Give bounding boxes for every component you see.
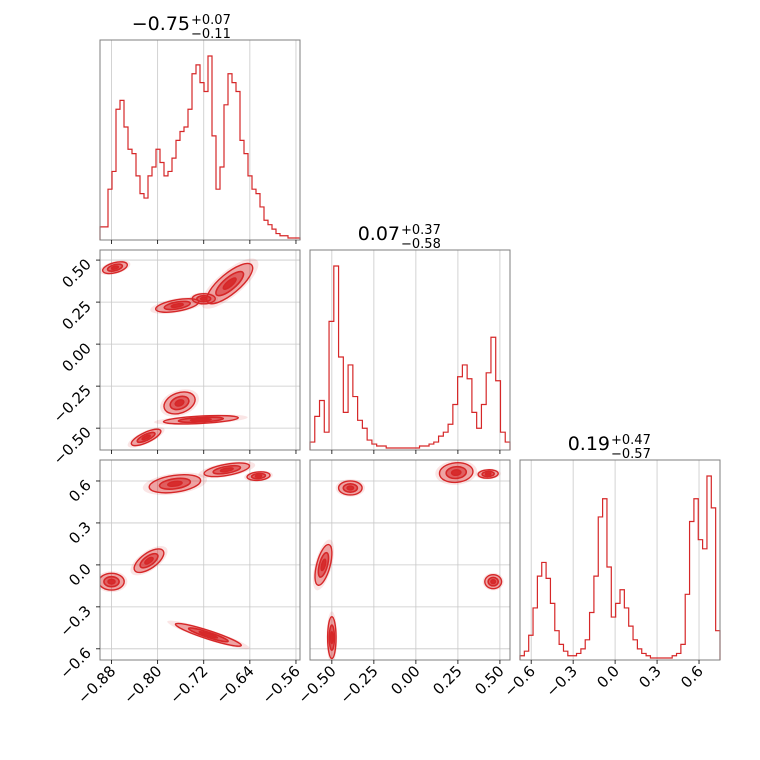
hist-title-minus-1: −0.58 [401, 237, 441, 252]
hist-line-2 [519, 475, 721, 660]
hist-title-2: 0.19 [568, 433, 610, 455]
hist-title-1: 0.07 [358, 223, 400, 245]
xtick-label-1-4: 0.50 [471, 662, 507, 698]
xtick-label-0-3: −0.64 [212, 662, 257, 707]
hist-title-plus-0: +0.07 [191, 13, 231, 28]
pair-0-ytick-label-1: 0.25 [58, 297, 94, 333]
pair-1-contour-inner-2 [254, 474, 263, 478]
hist-frame-1 [309, 249, 511, 451]
xtick-label-2-1: −0.3 [542, 662, 580, 700]
hist-panel-0: −0.75 +0.07−0.11 [99, 13, 301, 244]
pair-0-ytick-label-0: 0.50 [58, 255, 94, 291]
hist-panel-2: 0.19 +0.47−0.57 [519, 433, 721, 664]
pair-0-ytick-label-2: 0.00 [58, 339, 94, 375]
hist-line-0 [99, 55, 301, 240]
hist-panel-1: 0.07 +0.37−0.58 [309, 223, 511, 454]
xtick-label-1-3: 0.25 [429, 662, 465, 698]
pair-2-contour-inner-2 [484, 472, 492, 476]
xtick-label-0-4: −0.56 [259, 662, 304, 707]
pair-2-contour-inner-0 [346, 485, 355, 491]
pair-0-contour-inner-1 [170, 302, 184, 309]
pair-2-contour-inner-3 [320, 558, 327, 572]
hist-frame-2 [519, 459, 721, 661]
pair-2-frame [309, 459, 511, 661]
pair-2-contour-inner-1 [450, 469, 462, 477]
pair-1-contour-inner-5 [198, 630, 219, 639]
hist-frame-0 [99, 39, 301, 241]
pair-1-ytick-label-0: 0.6 [65, 476, 95, 506]
hist-title-minus-2: −0.57 [611, 447, 651, 462]
pair-1-frame [99, 459, 301, 661]
pair-1-ytick-label-2: 0.0 [65, 560, 95, 590]
xtick-label-0-2: −0.72 [166, 662, 211, 707]
xtick-label-2-3: 0.3 [635, 662, 665, 692]
pair-1-ytick-label-4: −0.6 [56, 644, 94, 682]
hist-line-1 [309, 265, 511, 450]
hist-title-minus-0: −0.11 [191, 27, 231, 42]
pair-1-contour-inner-3 [107, 578, 116, 585]
pair-0-ytick-label-3: −0.25 [50, 381, 95, 426]
pair-0-frame [99, 249, 301, 451]
pair-0-contour-inner-3 [222, 277, 237, 290]
xtick-label-1-1: −0.25 [336, 662, 381, 707]
pair-2-density [312, 460, 504, 660]
pair-2-contour-inner-4 [329, 631, 334, 645]
pair-0-density [100, 258, 259, 448]
xtick-label-2-0: −0.6 [501, 662, 539, 700]
pair-0-contour-inner-5 [189, 417, 213, 422]
pair-0-ytick-label-4: −0.50 [50, 423, 95, 468]
pair-1-contour-inner-1 [219, 467, 234, 473]
xtick-label-1-2: 0.00 [387, 662, 423, 698]
xtick-label-2-2: 0.0 [593, 662, 623, 692]
xtick-label-2-4: 0.6 [677, 662, 707, 692]
pair-0-contour-inner-0 [110, 265, 120, 270]
pair-panel-1: 0.6 0.3 0.0 −0.3 −0.6 [56, 459, 301, 682]
pair-1-ytick-label-3: −0.3 [56, 602, 94, 640]
pair-0-contour-inner-6 [141, 434, 151, 441]
pair-1-ytick-label-1: 0.3 [65, 518, 95, 548]
xtick-label-1-0: −0.50 [294, 662, 339, 707]
hist-title-plus-2: +0.47 [611, 433, 651, 448]
pair-1-contour-inner-4 [144, 556, 154, 565]
xtick-label-0-1: −0.80 [120, 662, 165, 707]
pair-1-density [100, 461, 273, 650]
pair-0-contour-inner-4 [174, 399, 185, 407]
pair-2-contour-inner-5 [490, 579, 497, 585]
pair-panel-0: 0.50 0.25 0.00 −0.25−0.50 [50, 249, 301, 468]
pair-1-contour-inner-0 [167, 480, 183, 488]
pair-panel-2 [309, 459, 511, 664]
hist-title-0: −0.75 [132, 13, 190, 35]
hist-title-plus-1: +0.37 [401, 223, 441, 238]
